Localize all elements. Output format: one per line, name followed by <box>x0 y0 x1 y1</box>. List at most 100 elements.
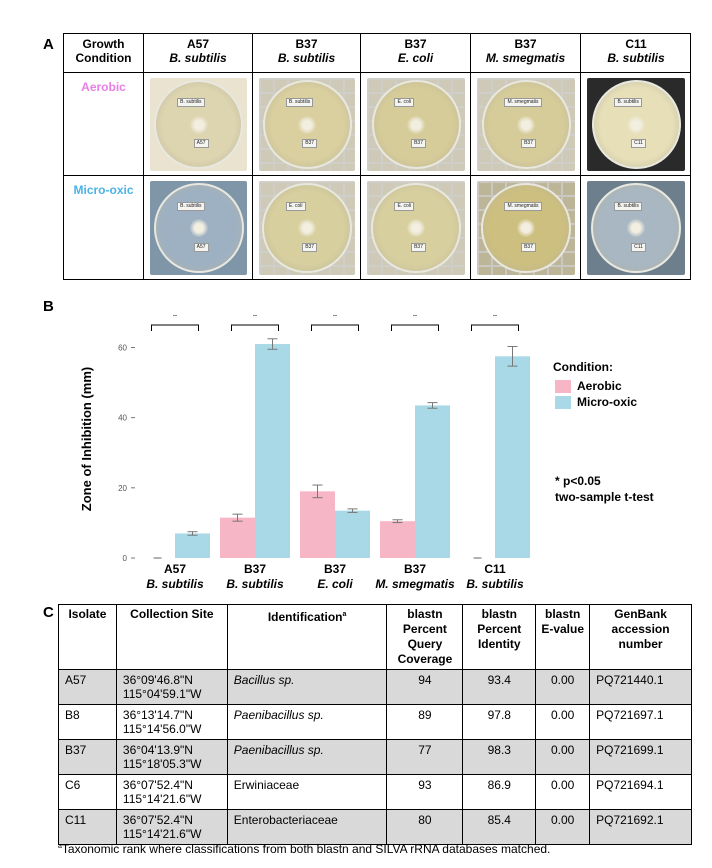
site-longitude: 115°14'56.0"W <box>122 722 202 736</box>
panel-c-letter: C <box>43 604 54 621</box>
cell-identification: Erwiniaceae <box>226 774 388 810</box>
plate-label-organism: M. smegmatis <box>504 201 542 211</box>
isolate-table: Isolate Collection Site Identificationa … <box>58 604 692 845</box>
cell-collection-site: 36°07'52.4"N 115°14'21.6"W <box>115 809 228 845</box>
header-identification-sup: a <box>342 611 347 618</box>
header-collection-site: Collection Site <box>115 604 228 670</box>
cell-genbank: PQ721697.1 <box>589 704 692 740</box>
chart-legend: Condition: Aerobic Micro-oxic <box>553 360 637 410</box>
significance-star: * <box>173 315 178 323</box>
cell-e-value: 0.00 <box>535 774 591 810</box>
petri-plate-photo: B. subtilis C11 <box>587 78 685 171</box>
x-tick-label-isolate: C11 <box>484 562 506 576</box>
petri-plate-photo: B. subtilis A57 <box>150 78 247 171</box>
significance-star: * <box>493 315 498 323</box>
table-footnote: aTaxonomic rank where classifications fr… <box>58 842 550 856</box>
cell-identification: Enterobacteriaceae <box>226 809 388 845</box>
cell-percent-identity: 98.3 <box>462 739 537 775</box>
significance-star: * <box>253 315 258 323</box>
petri-plate-photo: E. coli B37 <box>367 78 465 171</box>
legend-item-micro-oxic: Micro-oxic <box>553 394 637 410</box>
plate-label-organism: B. subtilis <box>614 98 642 108</box>
petri-plate-photo: M. smegmatis B37 <box>477 181 575 275</box>
petri-plate-photo: B. subtilis B37 <box>259 78 355 171</box>
cell-genbank: PQ721692.1 <box>589 809 692 845</box>
cell-query-coverage: 80 <box>386 809 464 845</box>
legend-item-aerobic: Aerobic <box>553 378 637 394</box>
cell-genbank: PQ721699.1 <box>589 739 692 775</box>
column-header-1: A57 B. subtilis <box>144 34 253 73</box>
table-row: C11 36°07'52.4"N 115°14'21.6"W Enterobacter… <box>58 809 692 845</box>
cell-percent-identity: 93.4 <box>462 669 537 705</box>
inhibition-zone <box>298 115 316 134</box>
petri-dish <box>591 183 681 273</box>
cell-isolate: C6 <box>58 774 117 810</box>
column-isolate: A57 <box>186 37 209 51</box>
plate-label-organism: E. coli <box>285 201 306 211</box>
plate-cell-micro-oxic-5: B. subtilis C11 <box>581 176 691 280</box>
legend-swatch-aerobic <box>555 379 571 393</box>
column-isolate: B37 <box>404 37 427 51</box>
table-row: B8 36°13'14.7"N 115°14'56.0"W Paenibacillus… <box>58 704 692 740</box>
significance-bracket <box>151 324 199 331</box>
bar-aerobic-3 <box>300 491 335 558</box>
cell-genbank: PQ721440.1 <box>589 669 692 705</box>
header-growth-condition: Growth Condition <box>64 34 144 73</box>
row-label-micro-oxic: Micro-oxic <box>64 176 144 280</box>
site-latitude: 36°13'14.7"N <box>122 708 193 722</box>
cell-query-coverage: 93 <box>386 774 464 810</box>
cell-isolate: A57 <box>58 669 117 705</box>
panel-a-plate-grid: Growth Condition Aerobic Micro-oxic A57 B… <box>63 33 691 280</box>
cell-identification: Paenibacillus sp. <box>226 739 388 775</box>
site-longitude: 115°18'05.3"W <box>122 757 202 771</box>
header-query-coverage: blastn Percent Query Coverage <box>386 604 464 670</box>
plate-label-organism: M. smegmatis <box>504 98 542 108</box>
cell-collection-site: 36°09'46.8"N 115°04'59.1"W <box>115 669 228 705</box>
column-isolate: B37 <box>514 37 537 51</box>
header-e-value: blastn E-value <box>535 604 591 670</box>
header-identification-text: Identification <box>267 610 343 624</box>
plate-cell-micro-oxic-4: M. smegmatis B37 <box>471 176 581 280</box>
plate-label-isolate: B37 <box>302 243 318 253</box>
inhibition-zone <box>298 219 316 237</box>
column-header-5: C11 B. subtilis <box>581 34 691 73</box>
significance-star: * <box>333 315 338 323</box>
cell-identification: Paenibacillus sp. <box>226 704 388 740</box>
inhibition-zone <box>627 219 645 237</box>
table-row: A57 36°09'46.8"N 115°04'59.1"W Bacillus sp.… <box>58 669 692 705</box>
panel-a-letter: A <box>43 36 54 53</box>
cell-isolate: B37 <box>58 739 117 775</box>
cell-collection-site: 36°04'13.9"N 115°18'05.3"W <box>115 739 228 775</box>
cell-isolate: B8 <box>58 704 117 740</box>
cell-percent-identity: 86.9 <box>462 774 537 810</box>
legend-label-aerobic: Aerobic <box>577 379 622 393</box>
column-organism: E. coli <box>397 51 434 65</box>
plate-label-isolate: A57 <box>193 139 209 149</box>
cell-e-value: 0.00 <box>535 704 591 740</box>
inhibition-zone <box>407 219 425 237</box>
petri-plate-photo: E. coli B37 <box>259 181 355 275</box>
cell-e-value: 0.00 <box>535 809 591 845</box>
x-tick-label-organism: E. coli <box>317 577 353 591</box>
cell-identification: Bacillus sp. <box>226 669 388 705</box>
legend-title: Condition: <box>553 360 613 374</box>
petri-plate-photo: E. coli B37 <box>367 181 465 275</box>
bar-micro-oxic-1 <box>175 533 210 558</box>
cell-e-value: 0.00 <box>535 669 591 705</box>
cell-genbank: PQ721694.1 <box>589 774 692 810</box>
site-latitude: 36°09'46.8"N <box>122 673 193 687</box>
column-organism: B. subtilis <box>277 51 336 65</box>
petri-plate-photo: B. subtilis C11 <box>587 181 685 275</box>
legend-swatch-micro-oxic <box>555 395 571 409</box>
column-organism: B. subtilis <box>169 51 227 65</box>
plate-cell-aerobic-5: B. subtilis C11 <box>581 73 691 176</box>
plate-label-isolate: C11 <box>631 243 646 253</box>
y-axis-label: Zone of Inhibition (mm) <box>79 367 94 511</box>
x-tick-label-organism: B. subtilis <box>146 577 204 591</box>
cell-collection-site: 36°07'52.4"N 115°14'21.6"W <box>115 774 228 810</box>
cell-percent-identity: 97.8 <box>462 704 537 740</box>
petri-dish <box>154 80 243 169</box>
header-genbank: GenBank accession number <box>589 604 692 670</box>
x-tick-label-isolate: B37 <box>324 562 346 576</box>
